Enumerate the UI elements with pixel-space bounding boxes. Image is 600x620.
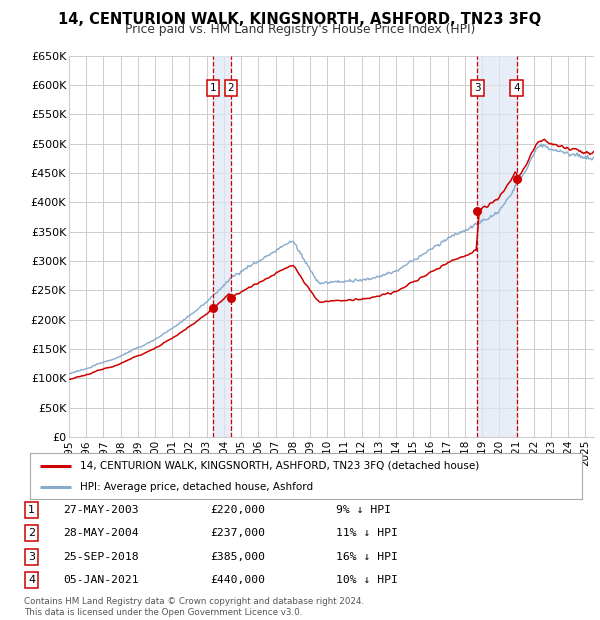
Text: 14, CENTURION WALK, KINGSNORTH, ASHFORD, TN23 3FQ (detached house): 14, CENTURION WALK, KINGSNORTH, ASHFORD,… bbox=[80, 461, 479, 471]
Text: 14, CENTURION WALK, KINGSNORTH, ASHFORD, TN23 3FQ: 14, CENTURION WALK, KINGSNORTH, ASHFORD,… bbox=[58, 12, 542, 27]
Text: 10% ↓ HPI: 10% ↓ HPI bbox=[336, 575, 398, 585]
Text: 05-JAN-2021: 05-JAN-2021 bbox=[63, 575, 139, 585]
Text: 16% ↓ HPI: 16% ↓ HPI bbox=[336, 552, 398, 562]
Text: £385,000: £385,000 bbox=[210, 552, 265, 562]
Text: 1: 1 bbox=[28, 505, 35, 515]
Text: 3: 3 bbox=[28, 552, 35, 562]
Text: £237,000: £237,000 bbox=[210, 528, 265, 538]
Text: 11% ↓ HPI: 11% ↓ HPI bbox=[336, 528, 398, 538]
Text: 4: 4 bbox=[514, 83, 520, 93]
Text: £220,000: £220,000 bbox=[210, 505, 265, 515]
Text: 1: 1 bbox=[210, 83, 217, 93]
Text: Contains HM Land Registry data © Crown copyright and database right 2024.
This d: Contains HM Land Registry data © Crown c… bbox=[24, 598, 364, 617]
Text: 2: 2 bbox=[227, 83, 234, 93]
Text: HPI: Average price, detached house, Ashford: HPI: Average price, detached house, Ashf… bbox=[80, 482, 313, 492]
Text: 2: 2 bbox=[28, 528, 35, 538]
Bar bbox=[478, 56, 517, 437]
Text: 27-MAY-2003: 27-MAY-2003 bbox=[63, 505, 139, 515]
Bar bbox=[213, 56, 231, 437]
Text: 3: 3 bbox=[474, 83, 481, 93]
Text: Price paid vs. HM Land Registry's House Price Index (HPI): Price paid vs. HM Land Registry's House … bbox=[125, 23, 475, 36]
Text: 28-MAY-2004: 28-MAY-2004 bbox=[63, 528, 139, 538]
Text: 9% ↓ HPI: 9% ↓ HPI bbox=[336, 505, 391, 515]
Text: £440,000: £440,000 bbox=[210, 575, 265, 585]
Text: 4: 4 bbox=[28, 575, 35, 585]
Text: 25-SEP-2018: 25-SEP-2018 bbox=[63, 552, 139, 562]
